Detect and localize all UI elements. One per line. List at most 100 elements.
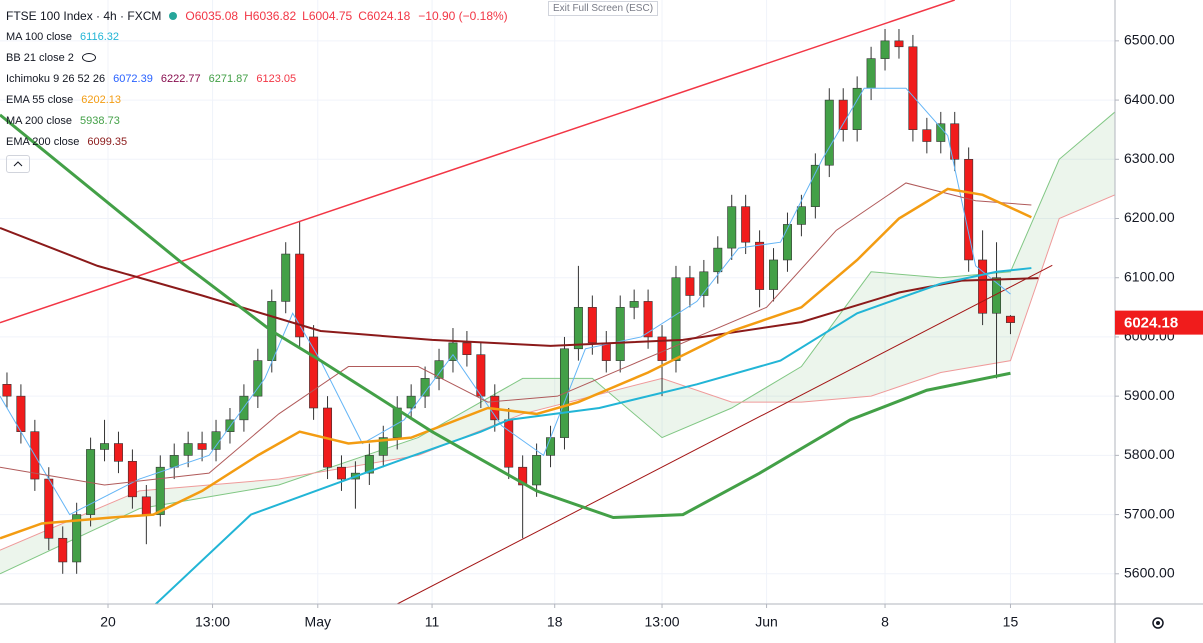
candle-body (127, 460, 137, 498)
visibility-icon (81, 53, 96, 62)
candle-body (197, 443, 207, 450)
ohlc-value: H6036.82 (244, 9, 297, 23)
indicator-line (0, 187, 1032, 540)
candle-body (769, 259, 779, 290)
candle-body (406, 395, 416, 409)
candle-body (880, 40, 890, 59)
candle-body (504, 419, 514, 468)
indicator-value: 6271.87 (208, 72, 249, 85)
candle-body (727, 206, 737, 249)
x-tick-label: 11 (425, 614, 440, 630)
indicator-label: MA 100 close (6, 30, 73, 43)
candle-body (810, 164, 820, 207)
candle-body (155, 466, 165, 515)
candle-body (211, 431, 221, 450)
candle-body (72, 514, 82, 563)
y-tick-label: 5900.00 (1124, 387, 1175, 403)
candle-body (838, 99, 848, 130)
candle-body (100, 443, 110, 450)
indicator-value: 6222.77 (160, 72, 201, 85)
candle-body (295, 253, 305, 338)
candle-body (434, 360, 444, 379)
candle-body (420, 378, 430, 397)
candle-body (587, 307, 597, 344)
indicator-value: 6072.39 (113, 72, 153, 85)
indicator-value: 6099.35 (87, 135, 128, 148)
candle-body (685, 277, 695, 296)
header: FTSE 100 Index · 4h · FXCM O6035.08 H6036… (6, 6, 508, 26)
candle-body (824, 99, 834, 166)
candle-body (992, 277, 1002, 314)
status-dot (169, 12, 178, 20)
candle-body (309, 336, 319, 409)
candle-body (281, 253, 291, 302)
settings-icon[interactable] (1152, 617, 1164, 629)
x-tick-label: 13:00 (645, 614, 680, 630)
candle-body (755, 241, 765, 290)
indicator-line (0, 227, 1039, 347)
candle-body (532, 455, 542, 486)
exit-fullscreen-button[interactable]: Exit Full Screen (ESC) (548, 1, 659, 16)
x-tick-label: 15 (1003, 614, 1019, 630)
ohlc-value: L6004.75 (302, 9, 353, 23)
y-tick-label: 6200.00 (1124, 209, 1175, 225)
candle-body (253, 360, 263, 397)
candle-body (44, 478, 54, 539)
x-tick-label: 18 (547, 614, 563, 630)
y-tick-label: 6100.00 (1124, 268, 1175, 284)
candle-body (894, 40, 904, 48)
y-tick-label: 5700.00 (1124, 505, 1175, 521)
cloud-span-b (0, 194, 1115, 551)
indicator-row: MA 100 close 6116.32 (6, 26, 508, 47)
candle-body (615, 307, 625, 361)
candle-body (922, 129, 932, 142)
candle-body (964, 158, 974, 261)
cloud-span-a (0, 111, 1115, 575)
y-tick-label: 6400.00 (1124, 91, 1175, 107)
candle-body (629, 301, 639, 308)
indicator-label: BB 21 close 2 (6, 51, 74, 64)
indicator-value: 6123.05 (256, 72, 297, 85)
indicator-row: Ichimoku 9 26 52 26 6072.39 6222.77 6271.87… (6, 68, 508, 89)
candle-body (518, 466, 528, 486)
collapse-button[interactable] (6, 155, 30, 173)
indicator-label: EMA 200 close (6, 135, 80, 148)
y-tick-label: 5800.00 (1124, 446, 1175, 462)
candle-body (699, 271, 709, 296)
indicator-row: BB 21 close 2 (6, 47, 508, 68)
candle-body (183, 443, 193, 456)
candle-body (866, 58, 876, 89)
indicator-row: MA 200 close 5938.73 (6, 110, 508, 131)
candle-body (462, 342, 472, 356)
indicator-line (0, 87, 1011, 516)
ohlc-value: O6035.08 (185, 9, 239, 23)
ohlc: O6035.08 H6036.82 L6004.75 C6024.18 (185, 9, 410, 23)
cloud-fill (0, 111, 1115, 574)
last-price-box (1115, 310, 1203, 335)
candle-body (113, 443, 123, 462)
indicator-line (0, 182, 1032, 486)
candle-body (852, 87, 862, 130)
candle-body (671, 277, 681, 361)
candle-body (169, 455, 179, 468)
candle-body (713, 247, 723, 273)
x-tick-label: 20 (100, 614, 116, 630)
indicator-line (154, 267, 1032, 604)
change: −10.90 (−0.18%) (418, 9, 508, 23)
candle-body (978, 259, 988, 314)
plot-area (0, 0, 1115, 604)
candle-body (2, 384, 12, 397)
indicator-label: Ichimoku 9 26 52 26 (6, 72, 106, 85)
indicator-value: 6116.32 (80, 30, 119, 43)
candle-body (58, 537, 68, 563)
candle-body (908, 46, 918, 130)
indicators: MA 100 close 6116.32 BB 21 close 2 Ichimoku… (6, 26, 508, 152)
indicator-row: EMA 55 close 6202.13 (6, 89, 508, 110)
candle-body (141, 496, 151, 515)
candle-body (782, 224, 792, 261)
candle-body (601, 342, 611, 361)
candle-body (657, 336, 667, 361)
legend: FTSE 100 Index · 4h · FXCM O6035.08 H6036… (6, 6, 508, 173)
indicator-value: 6202.13 (81, 93, 122, 106)
